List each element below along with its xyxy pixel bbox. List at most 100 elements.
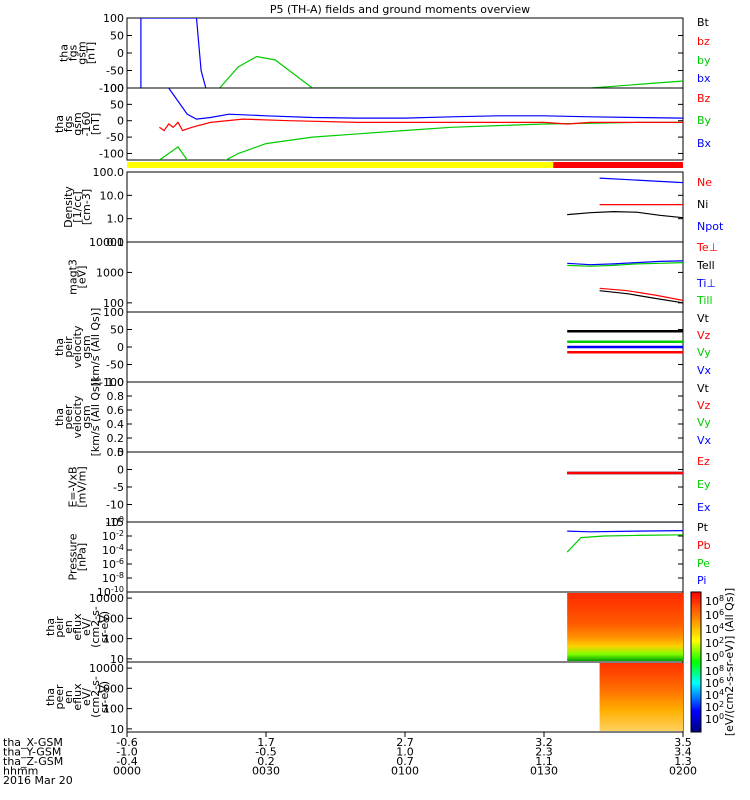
y-axis-label-line: Pressure (67, 533, 80, 580)
series-pi-line (567, 530, 683, 533)
panel-4: 10000 1000 100 magt3[eV] Te⊥ Tell Ti⊥ Till (67, 236, 718, 313)
colorbar-tick-label: 100 (705, 650, 724, 664)
legend-bz: bz (697, 35, 710, 48)
series-bx-line (140, 18, 207, 88)
y-tick-label: 0 (117, 47, 124, 60)
heatmap-cells (599, 663, 683, 731)
legend-vt: Vt (697, 312, 710, 325)
y-tick-label: 100 (103, 306, 124, 319)
colorbar-tick-label: 108 (705, 594, 724, 608)
y-tick-label: 0 (117, 115, 124, 128)
panel-10: 10000 1000 100 10 thapeerenefluxeV/(cm2-s-sr… (44, 661, 684, 736)
series-by-line (219, 55, 683, 88)
colorbar-tick-label: 106 (705, 608, 724, 622)
y-tick-label: 50 (110, 30, 124, 43)
y-axis-label-line: magt3 (67, 259, 80, 295)
y-axis-label-line: peer (62, 404, 75, 430)
y-axis-label-line: tha (44, 688, 57, 706)
y-tick-label: -10 (106, 499, 124, 512)
series-till-line (567, 262, 683, 267)
panel-frame (126, 171, 684, 243)
y-axis-label-line: tha (53, 338, 66, 356)
legend-bt: Bt (697, 16, 710, 29)
y-axis-label: thafgsgsm[nT] (58, 41, 98, 64)
y-tick-label: 1.0 (107, 213, 125, 226)
axis-row-value: 2.7 (396, 736, 414, 749)
colorbar-tick-label: 100 (705, 712, 724, 726)
y-tick-label: 0.2 (107, 432, 125, 445)
y-tick-label: 0.4 (107, 418, 125, 431)
legend-ni: Ni (697, 198, 708, 211)
y-tick-label: 1000 (96, 682, 124, 695)
y-axis-label: thafgsgsm-160[nT] (53, 112, 102, 137)
axis-row-label: tha_Y-GSM (3, 746, 61, 759)
y-tick-label: 100 (103, 12, 124, 25)
y-tick-label: 0 (117, 341, 124, 354)
y-axis-label-line: tha (53, 408, 66, 426)
y-axis-label-line: eV/ (80, 618, 93, 636)
axis-row-value: 1.0 (396, 746, 414, 759)
colorbar-label: [eV/(cm2-s-sr-eV)] (All Qs)] (723, 588, 736, 736)
y-tick-label: 10-8 (102, 571, 124, 585)
y-tick-label: 1000 (96, 612, 124, 625)
y-tick-label: 0.6 (107, 404, 125, 417)
legend-by: by (697, 54, 711, 67)
y-axis-label-line: (cm2-s- (89, 606, 102, 648)
legend-till: Till (696, 294, 713, 307)
panel-2: 100 50 0 -50 -100 thafgsgsm-160[nT] Bz By Bx (53, 82, 712, 161)
y-axis-label-line: gsm (80, 335, 93, 358)
legend-ex: Ex (697, 501, 711, 514)
y-axis-label-line: peir (62, 336, 75, 358)
y-tick-label: 10-2 (102, 529, 124, 543)
y-axis-label-line: E=-VxB (67, 466, 80, 507)
y-tick-label: -100 (99, 376, 124, 389)
y-tick-label: 0.1 (107, 236, 125, 249)
y-axis-label: E=-VxB[mV/m] (67, 466, 89, 507)
y-axis-label-line: [mV/m] (76, 466, 89, 507)
y-axis-label-line: [nT] (85, 42, 98, 64)
series-ne-line (567, 210, 683, 219)
y-axis-label: magt3[eV] (67, 259, 89, 295)
panel-1: 100 50 0 -50 -100 thafgsgsm[nT] Bt bz by bx (58, 12, 711, 95)
y-axis-label-line: [eV] (76, 266, 89, 289)
y-axis-label-line: tha (58, 44, 71, 62)
y-tick-label: 10-6 (102, 557, 124, 571)
y-tick-label: 1000 (96, 266, 124, 279)
y-axis-label: thapeirvelocitygsm[km/s (All Qs)] (53, 308, 102, 387)
legend-ey: Ey (697, 478, 711, 491)
legend-tell: Tell (696, 259, 715, 272)
legend-by: By (697, 114, 712, 127)
legend-ne: Ne (697, 176, 712, 189)
y-axis-label-line: gsm (76, 41, 89, 64)
y-tick-label: 10-4 (102, 543, 124, 557)
axis-row-value: -1.0 (116, 746, 137, 759)
y-axis-label-line: gsm (71, 112, 84, 135)
date-label: 2016 Mar 20 (3, 774, 73, 787)
y-tick-label: -5 (113, 481, 124, 494)
legend-vy: Vy (697, 346, 711, 359)
status-bar-segment (127, 162, 554, 168)
y-tick-label: 100.0 (93, 166, 125, 179)
axis-row-value: 3.2 (535, 736, 553, 749)
y-tick-label: 5 (117, 446, 124, 459)
axis-row-value: 0000 (113, 765, 141, 778)
panel-3: 100.0 10.0 1.0 0.1 Density[1/cc][cm-3] Ne Ni Np… (62, 166, 724, 249)
panel-frame (126, 381, 684, 453)
legend-vz: Vz (697, 329, 711, 342)
legend-vt: Vt (697, 382, 710, 395)
y-axis-label: thapeirenefluxeV/(cm2-s-sr-eV) (44, 606, 111, 648)
y-axis-label-line: tha (53, 115, 66, 133)
axis-row-value: 1.3 (674, 755, 692, 768)
y-tick-label: 0.0 (107, 446, 125, 459)
legend-vx: Vx (697, 434, 712, 447)
y-axis-label-line: peer (53, 684, 66, 710)
axis-row-value: -0.5 (255, 746, 276, 759)
y-tick-label: -50 (106, 131, 124, 144)
legend-bx: Bx (697, 137, 712, 150)
panel-8: 10010-210-410-610-810-10Pressure[nPa]PtP… (67, 515, 711, 599)
axis-row-value: 1.1 (535, 755, 553, 768)
y-axis-label-line: en (62, 690, 75, 704)
y-axis-label-line: fgs (67, 44, 80, 61)
